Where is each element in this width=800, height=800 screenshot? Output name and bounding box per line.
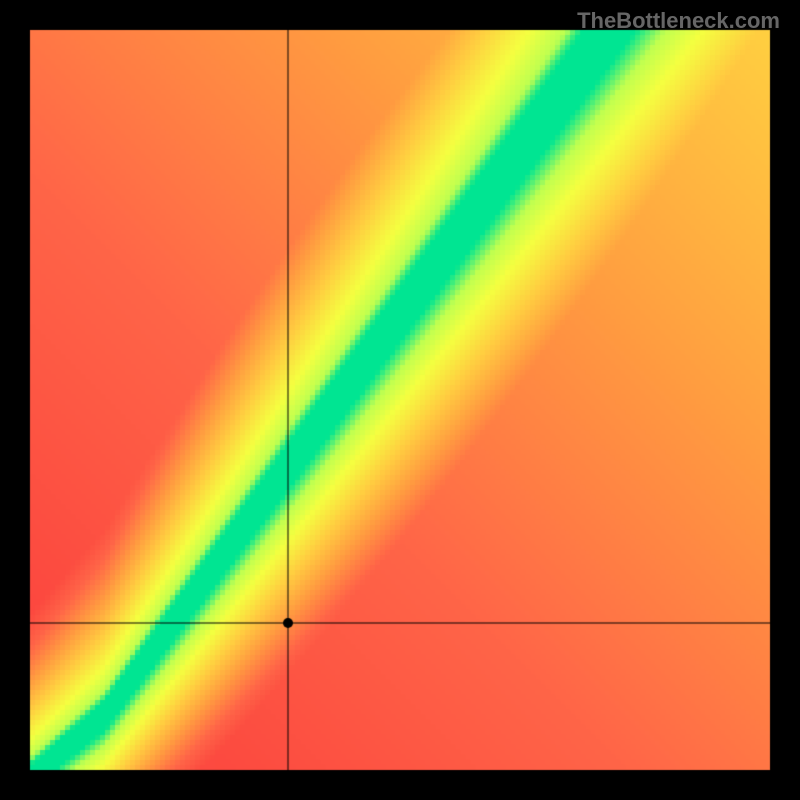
heatmap-canvas — [0, 0, 800, 800]
watermark-text: TheBottleneck.com — [577, 8, 780, 34]
chart-container: TheBottleneck.com — [0, 0, 800, 800]
